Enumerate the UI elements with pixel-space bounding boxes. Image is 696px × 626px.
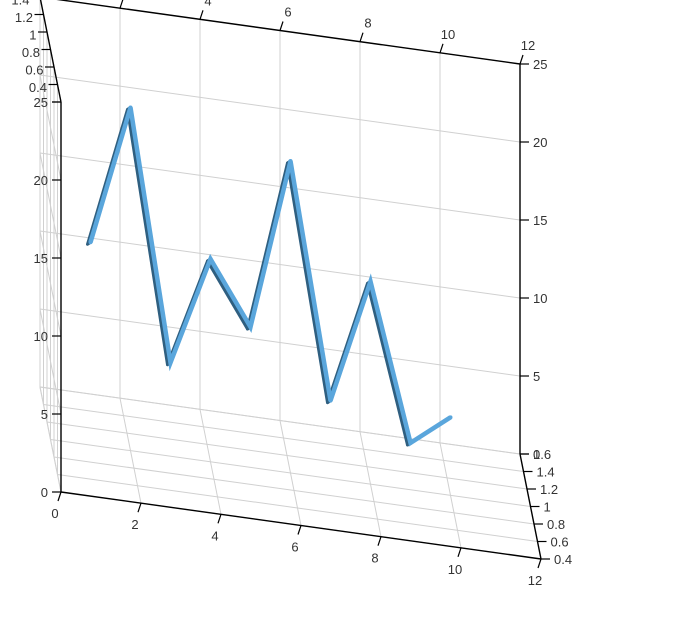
z-tick-label-top: 0.4: [29, 80, 47, 95]
x-tick: [137, 502, 142, 513]
left-wall-gridline: [39, 152, 62, 259]
z-tick-label-top: 0.8: [22, 45, 40, 60]
left-wall-gridline: [39, 230, 62, 337]
x-tick-label: 4: [211, 528, 218, 543]
z-tick-label-top: 0.6: [25, 63, 43, 78]
series-point: [448, 415, 453, 420]
series-point: [408, 440, 413, 445]
series-point: [248, 325, 253, 330]
left-wall-gridline: [39, 74, 62, 181]
x-tick-label-top: 4: [204, 0, 211, 8]
z-tick-label: 0.6: [551, 535, 569, 550]
y-tick-label: 5: [41, 407, 48, 422]
y-tick-label: 25: [34, 95, 48, 110]
y-tick-label: 20: [34, 173, 48, 188]
series-point: [168, 360, 173, 365]
series-point: [328, 398, 333, 403]
back-wall-gridline: [39, 386, 521, 455]
y-tick-label-right: 15: [533, 213, 547, 228]
series-point: [288, 159, 293, 163]
x-tick-label-top: 12: [521, 38, 535, 53]
x-tick-label: 12: [528, 573, 542, 588]
x-tick-top: [359, 32, 364, 42]
x-tick-label: 0: [51, 506, 58, 521]
y-tick-label-right: 20: [533, 135, 547, 150]
back-wall-gridline: [39, 308, 521, 377]
x-tick-top: [199, 10, 204, 20]
left-wall-gridline: [39, 386, 62, 493]
z-tick-label: 1.6: [533, 447, 551, 462]
floor-gridline: [43, 404, 524, 472]
y-tick-label-right: 10: [533, 291, 547, 306]
series-line: [88, 106, 452, 447]
y-tick-label-right: 5: [533, 369, 540, 384]
series-point: [208, 257, 213, 262]
series-point: [88, 240, 93, 245]
y-tick-label: 15: [34, 251, 48, 266]
floor-gridline: [53, 456, 535, 525]
back-wall-gridline: [39, 152, 521, 221]
x-tick-label: 2: [131, 517, 138, 532]
series-point: [128, 105, 133, 110]
grid-layer: [39, 0, 542, 560]
label-layer: 002244668810101212005510101515202025250.…: [11, 0, 572, 588]
x-tick-label-top: 8: [364, 16, 371, 31]
series-layer: [86, 105, 453, 447]
x-tick-label: 6: [291, 540, 298, 555]
x-tick: [297, 525, 302, 535]
z-tick-label-top: 1.2: [15, 10, 33, 25]
z-tick-label: 1.2: [540, 482, 558, 497]
y-tick-label: 10: [34, 329, 48, 344]
floor-gridline: [46, 421, 528, 490]
x-tick: [537, 558, 542, 569]
floor-gridline: [57, 474, 538, 542]
back-wall-gridline: [39, 74, 521, 143]
x-tick-label: 8: [371, 551, 378, 566]
x-tick-label-top: 10: [441, 27, 455, 42]
floor-gridline: [50, 439, 531, 507]
z-tick-label: 0.4: [554, 552, 572, 567]
y-tick-label-right: 25: [533, 57, 547, 72]
x-tick-top: [279, 21, 284, 31]
z-tick-label-top: 1.4: [11, 0, 29, 8]
y-tick-label: 0: [41, 485, 48, 500]
x-tick-label: 10: [448, 562, 462, 577]
back-wall-gridline: [39, 230, 521, 299]
y-tick-label-right: 0: [533, 447, 540, 462]
x-tick-label-top: 6: [284, 5, 291, 20]
z-tick-label: 0.8: [547, 517, 565, 532]
x-tick-top: [119, 0, 124, 9]
x-tick-top: [439, 43, 444, 54]
x-tick-top: [519, 54, 524, 65]
x-tick: [457, 547, 462, 558]
series-point: [368, 279, 373, 284]
left-wall-gridline: [39, 308, 62, 415]
x-tick: [57, 491, 62, 502]
z-tick-label-top: 1: [29, 28, 36, 43]
axis-layer: [34, 0, 550, 569]
z-tick-label: 1: [544, 500, 551, 515]
z-tick-label: 1.4: [537, 465, 555, 480]
x-tick: [377, 536, 382, 546]
x-tick: [217, 514, 222, 524]
